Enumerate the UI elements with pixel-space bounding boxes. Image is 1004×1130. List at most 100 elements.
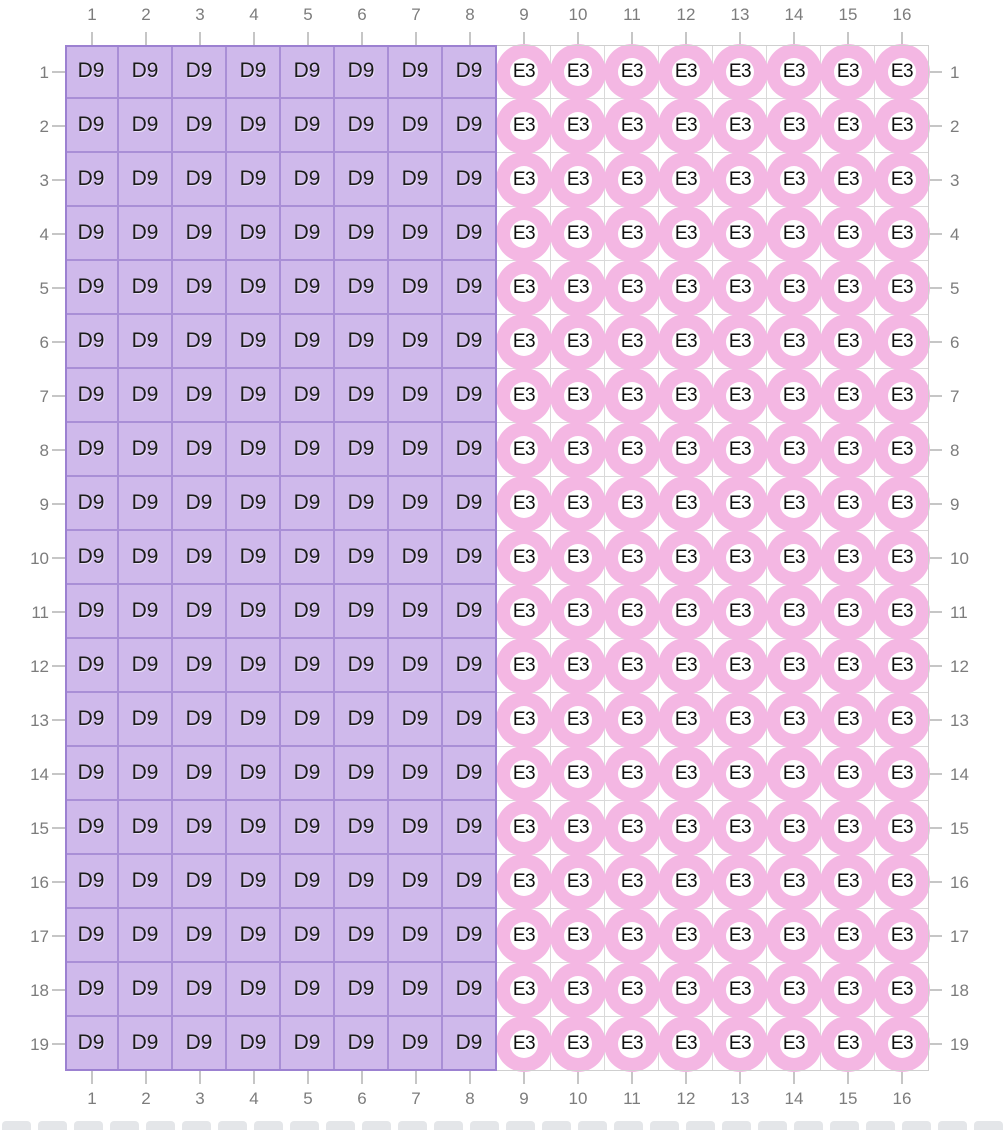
- grid-cell-e3[interactable]: E3: [874, 692, 930, 748]
- grid-cell-e3[interactable]: E3: [496, 368, 552, 424]
- palette-chip[interactable]: [794, 1121, 823, 1130]
- grid-cell-e3[interactable]: E3: [766, 692, 822, 748]
- grid-cell-d9[interactable]: D9: [281, 207, 335, 261]
- grid-cell-e3[interactable]: E3: [550, 1016, 606, 1072]
- grid-cell-e3[interactable]: E3: [550, 206, 606, 262]
- grid-cell-d9[interactable]: D9: [227, 909, 281, 963]
- grid-cell-d9[interactable]: D9: [227, 477, 281, 531]
- grid-cell-e3[interactable]: E3: [766, 800, 822, 856]
- grid-cell-d9[interactable]: D9: [65, 477, 119, 531]
- grid-cell-e3[interactable]: E3: [604, 530, 660, 586]
- grid-cell-e3[interactable]: E3: [604, 638, 660, 694]
- grid-cell-d9[interactable]: D9: [389, 423, 443, 477]
- grid-cell-d9[interactable]: D9: [335, 423, 389, 477]
- grid-cell-d9[interactable]: D9: [227, 207, 281, 261]
- grid-cell-d9[interactable]: D9: [119, 963, 173, 1017]
- grid-cell-e3[interactable]: E3: [874, 260, 930, 316]
- grid-cell-e3[interactable]: E3: [658, 206, 714, 262]
- grid-cell-e3[interactable]: E3: [766, 206, 822, 262]
- grid-cell-e3[interactable]: E3: [874, 746, 930, 802]
- grid-cell-d9[interactable]: D9: [335, 315, 389, 369]
- grid-cell-d9[interactable]: D9: [227, 369, 281, 423]
- grid-cell-e3[interactable]: E3: [874, 962, 930, 1018]
- grid-cell-e3[interactable]: E3: [874, 1016, 930, 1072]
- palette-chip[interactable]: [542, 1121, 571, 1130]
- grid-cell-d9[interactable]: D9: [389, 963, 443, 1017]
- grid-cell-e3[interactable]: E3: [874, 854, 930, 910]
- grid-cell-d9[interactable]: D9: [281, 1017, 335, 1071]
- grid-cell-d9[interactable]: D9: [281, 261, 335, 315]
- grid-cell-e3[interactable]: E3: [766, 908, 822, 964]
- grid-cell-d9[interactable]: D9: [173, 45, 227, 99]
- grid-cell-e3[interactable]: E3: [766, 476, 822, 532]
- grid-cell-d9[interactable]: D9: [227, 153, 281, 207]
- palette-chip[interactable]: [254, 1121, 283, 1130]
- grid-cell-d9[interactable]: D9: [173, 909, 227, 963]
- palette-chip[interactable]: [758, 1121, 787, 1130]
- palette-chip[interactable]: [146, 1121, 175, 1130]
- grid-cell-d9[interactable]: D9: [443, 477, 497, 531]
- grid-cell-e3[interactable]: E3: [874, 44, 930, 100]
- grid-cell-d9[interactable]: D9: [281, 963, 335, 1017]
- grid-cell-e3[interactable]: E3: [604, 962, 660, 1018]
- grid-cell-e3[interactable]: E3: [712, 530, 768, 586]
- grid-cell-d9[interactable]: D9: [227, 585, 281, 639]
- grid-cell-d9[interactable]: D9: [173, 801, 227, 855]
- grid-cell-d9[interactable]: D9: [173, 963, 227, 1017]
- grid-cell-d9[interactable]: D9: [281, 747, 335, 801]
- grid-cell-d9[interactable]: D9: [119, 207, 173, 261]
- grid-cell-d9[interactable]: D9: [227, 99, 281, 153]
- grid-cell-d9[interactable]: D9: [173, 747, 227, 801]
- grid-cell-e3[interactable]: E3: [820, 908, 876, 964]
- grid-cell-e3[interactable]: E3: [712, 260, 768, 316]
- grid-cell-d9[interactable]: D9: [65, 801, 119, 855]
- grid-cell-d9[interactable]: D9: [227, 531, 281, 585]
- grid-cell-d9[interactable]: D9: [173, 261, 227, 315]
- grid-cell-e3[interactable]: E3: [496, 962, 552, 1018]
- grid-cell-d9[interactable]: D9: [173, 531, 227, 585]
- palette-chip[interactable]: [326, 1121, 355, 1130]
- grid-cell-d9[interactable]: D9: [119, 855, 173, 909]
- grid-cell-d9[interactable]: D9: [281, 639, 335, 693]
- grid-cell-d9[interactable]: D9: [389, 153, 443, 207]
- grid-cell-e3[interactable]: E3: [766, 962, 822, 1018]
- grid-cell-d9[interactable]: D9: [227, 639, 281, 693]
- grid-cell-e3[interactable]: E3: [874, 584, 930, 640]
- grid-cell-e3[interactable]: E3: [820, 368, 876, 424]
- grid-cell-d9[interactable]: D9: [65, 99, 119, 153]
- grid-cell-d9[interactable]: D9: [389, 909, 443, 963]
- grid-cell-e3[interactable]: E3: [712, 1016, 768, 1072]
- grid-cell-d9[interactable]: D9: [389, 531, 443, 585]
- grid-cell-e3[interactable]: E3: [658, 260, 714, 316]
- grid-cell-e3[interactable]: E3: [820, 746, 876, 802]
- grid-cell-d9[interactable]: D9: [389, 45, 443, 99]
- grid-cell-e3[interactable]: E3: [874, 422, 930, 478]
- grid-cell-d9[interactable]: D9: [173, 477, 227, 531]
- grid-cell-d9[interactable]: D9: [335, 801, 389, 855]
- grid-cell-d9[interactable]: D9: [443, 531, 497, 585]
- grid-cell-e3[interactable]: E3: [712, 152, 768, 208]
- grid-cell-e3[interactable]: E3: [712, 44, 768, 100]
- grid-cell-d9[interactable]: D9: [389, 99, 443, 153]
- grid-cell-e3[interactable]: E3: [820, 152, 876, 208]
- grid-cell-d9[interactable]: D9: [281, 45, 335, 99]
- grid-cell-e3[interactable]: E3: [604, 800, 660, 856]
- grid-cell-d9[interactable]: D9: [335, 153, 389, 207]
- grid-cell-d9[interactable]: D9: [443, 261, 497, 315]
- grid-cell-d9[interactable]: D9: [281, 909, 335, 963]
- grid-cell-d9[interactable]: D9: [65, 639, 119, 693]
- grid-cell-e3[interactable]: E3: [874, 98, 930, 154]
- palette-chip[interactable]: [578, 1121, 607, 1130]
- grid-cell-d9[interactable]: D9: [335, 1017, 389, 1071]
- grid-cell-d9[interactable]: D9: [281, 369, 335, 423]
- grid-cell-e3[interactable]: E3: [604, 260, 660, 316]
- grid-cell-d9[interactable]: D9: [389, 207, 443, 261]
- grid-cell-d9[interactable]: D9: [281, 801, 335, 855]
- grid-cell-e3[interactable]: E3: [874, 476, 930, 532]
- grid-cell-d9[interactable]: D9: [119, 153, 173, 207]
- grid-cell-d9[interactable]: D9: [389, 315, 443, 369]
- grid-cell-d9[interactable]: D9: [119, 477, 173, 531]
- grid-cell-d9[interactable]: D9: [389, 477, 443, 531]
- grid-cell-d9[interactable]: D9: [65, 315, 119, 369]
- grid-cell-d9[interactable]: D9: [227, 747, 281, 801]
